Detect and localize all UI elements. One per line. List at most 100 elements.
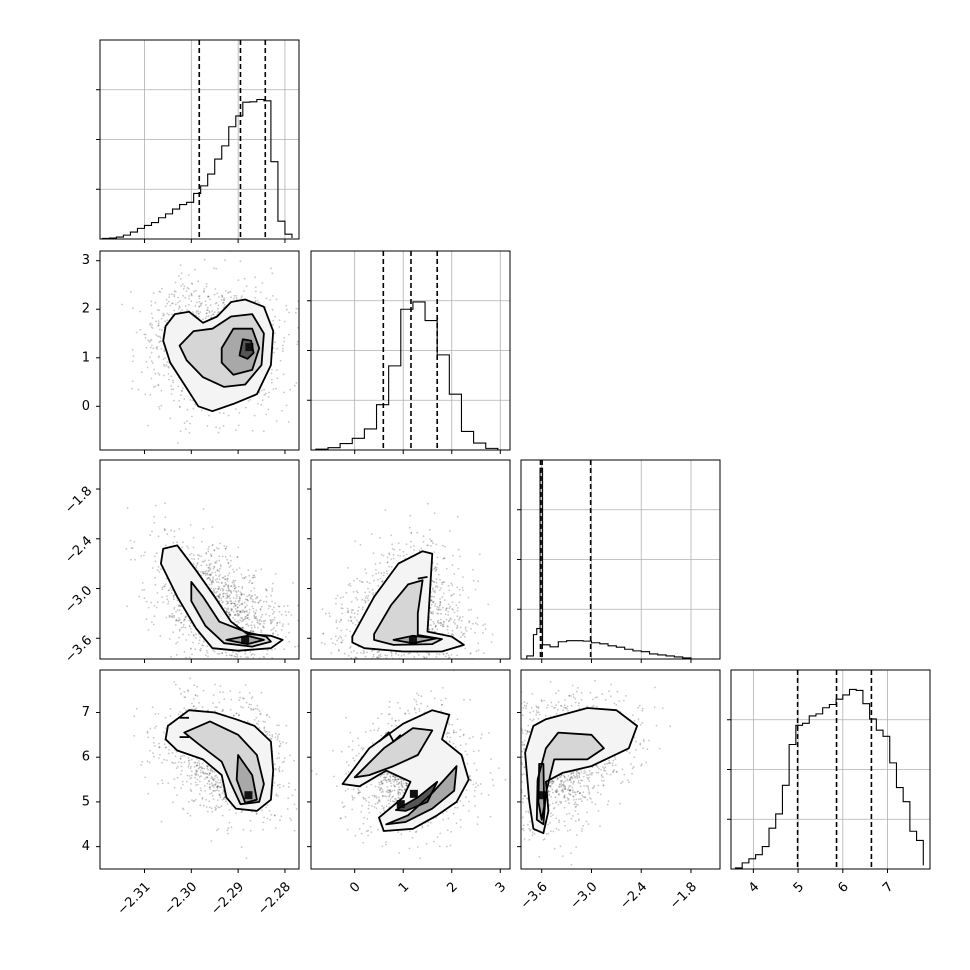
scatter-point: [157, 384, 160, 387]
scatter-point: [151, 327, 154, 329]
scatter-point: [217, 585, 220, 588]
scatter-point: [239, 696, 242, 699]
scatter-point: [180, 692, 183, 695]
scatter-point: [439, 600, 442, 603]
density-core: [408, 635, 417, 644]
scatter-point: [143, 333, 146, 336]
scatter-point: [230, 609, 233, 611]
scatter-point: [168, 638, 171, 640]
scatter-point: [272, 628, 274, 630]
scatter-point: [237, 620, 239, 623]
scatter-point: [260, 616, 262, 619]
scatter-point: [198, 305, 200, 308]
scatter-point: [237, 609, 239, 612]
scatter-point: [377, 651, 380, 653]
scatter-point: [394, 652, 397, 655]
scatter-point: [476, 617, 479, 619]
scatter-point: [198, 313, 200, 315]
scatter-point: [289, 388, 292, 391]
scatter-point: [173, 535, 176, 538]
scatter-point: [232, 579, 235, 582]
scatter-point: [379, 577, 382, 580]
scatter-point: [209, 793, 211, 795]
scatter-point: [189, 625, 191, 628]
scatter-point: [477, 649, 480, 652]
scatter-point: [272, 582, 274, 585]
scatter-point: [159, 340, 162, 342]
scatter-point: [190, 648, 192, 650]
scatter-point: [184, 616, 187, 619]
scatter-point: [330, 652, 333, 654]
scatter-point: [210, 562, 212, 565]
scatter-point: [243, 601, 246, 604]
scatter-point: [250, 707, 252, 710]
scatter-point: [288, 311, 290, 314]
scatter-point: [361, 598, 364, 601]
scatter-point: [446, 625, 449, 627]
scatter-point: [477, 580, 479, 583]
scatter-point: [237, 601, 240, 604]
scatter-point: [262, 625, 264, 627]
scatter-point: [216, 577, 219, 580]
panel-0-0: [96, 39, 300, 243]
scatter-point: [391, 547, 394, 550]
scatter-point: [173, 399, 175, 402]
scatter-point: [295, 382, 298, 384]
scatter-point: [463, 635, 466, 638]
scatter-point: [181, 309, 184, 312]
scatter-point: [217, 595, 220, 597]
scatter-point: [198, 775, 201, 778]
scatter-point: [459, 616, 461, 618]
scatter-point: [225, 545, 228, 548]
scatter-point: [229, 564, 232, 567]
scatter-point: [342, 596, 345, 598]
scatter-point: [451, 633, 453, 636]
scatter-point: [229, 600, 232, 602]
scatter-point: [356, 652, 359, 654]
scatter-point: [487, 603, 490, 606]
scatter-point: [213, 293, 216, 296]
scatter-point: [242, 697, 244, 700]
scatter-point: [207, 295, 210, 298]
scatter-point: [370, 533, 373, 535]
scatter-point: [180, 626, 183, 629]
scatter-point: [272, 388, 275, 390]
scatter-point: [223, 545, 226, 547]
scatter-point: [375, 569, 377, 571]
scatter-point: [410, 532, 413, 534]
scatter-point: [274, 573, 277, 575]
scatter-point: [285, 724, 288, 727]
scatter-point: [243, 576, 246, 579]
scatter-point: [439, 589, 441, 592]
scatter-point: [141, 589, 144, 591]
scatter-point: [246, 599, 249, 601]
scatter-point: [193, 684, 196, 687]
scatter-point: [346, 607, 349, 610]
scatter-point: [296, 343, 299, 346]
scatter-point: [202, 772, 205, 775]
scatter-point: [361, 608, 364, 611]
scatter-point: [150, 326, 153, 328]
scatter-point: [270, 814, 273, 816]
scatter-point: [231, 608, 234, 611]
scatter-point: [382, 574, 385, 577]
scatter-point: [213, 777, 216, 780]
scatter-point: [193, 800, 196, 802]
scatter-point: [288, 631, 290, 634]
scatter-point: [236, 556, 239, 559]
scatter-point: [159, 328, 161, 331]
scatter-point: [254, 300, 257, 303]
scatter-point: [253, 614, 256, 617]
scatter-point: [207, 570, 210, 573]
scatter-point: [244, 610, 247, 613]
scatter-point: [199, 311, 202, 313]
scatter-point: [441, 596, 444, 599]
scatter-point: [240, 594, 243, 596]
scatter-point: [232, 605, 235, 608]
scatter-point: [196, 553, 199, 556]
scatter-point: [225, 608, 228, 610]
scatter-point: [251, 696, 254, 698]
scatter-point: [235, 812, 237, 814]
scatter-point: [178, 628, 181, 631]
scatter-point: [290, 614, 293, 616]
